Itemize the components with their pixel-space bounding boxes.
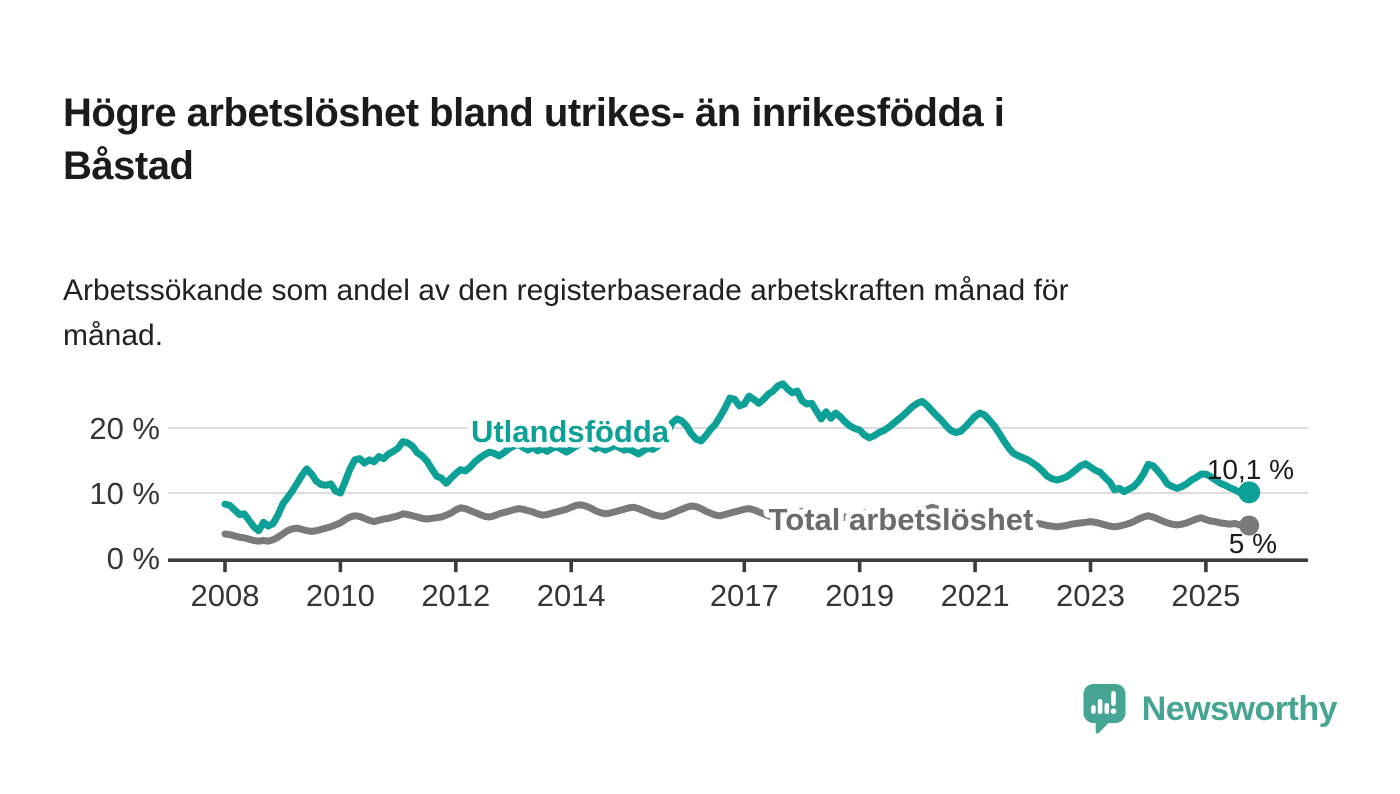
x-tick-label-2023: 2023: [1056, 578, 1125, 613]
logo-exclamation-bar: [1110, 691, 1116, 706]
x-tick-label-2010: 2010: [306, 578, 375, 613]
x-tick-label-2014: 2014: [537, 578, 606, 613]
chart-title-line2: Båstad: [63, 143, 194, 188]
chart-subtitle-line2: månad.: [63, 319, 164, 352]
line-chart: 2008 2010 2012 2014 2017 2019 2021 2023 2025 0 % 1…: [89, 380, 1308, 613]
logo-exclamation-dot: [1110, 708, 1117, 714]
y-tick-label-20: 20 %: [89, 411, 160, 446]
x-tick-label-2025: 2025: [1171, 578, 1240, 613]
x-tick-label-2017: 2017: [710, 578, 779, 613]
logo-bar-2: [1097, 699, 1103, 714]
brand-footer: Newsworthy: [1082, 682, 1338, 736]
y-tick-label-0: 0 %: [107, 541, 160, 576]
chart-subtitle: Arbetssökande som andel av den registerb…: [63, 268, 1323, 358]
y-tick-label-10: 10 %: [89, 476, 160, 511]
x-tick-label-2008: 2008: [191, 578, 260, 613]
newsworthy-logo-icon: [1083, 684, 1126, 734]
utlandsfodda-line: [221, 380, 1253, 535]
total-arbetsloshet-series-label: Total arbetslöshet: [769, 502, 1034, 537]
x-tick-label-2019: 2019: [825, 578, 894, 613]
x-tick-label-2021: 2021: [941, 578, 1010, 613]
x-tick-label-2012: 2012: [421, 578, 490, 613]
chart-title: Högre arbetslöshet bland utrikes- än inr…: [63, 87, 1313, 193]
utlandsfodda-end-dot: [1238, 481, 1261, 504]
logo-bar-3: [1104, 703, 1109, 714]
utlandsfodda-end-value-label: 10,1 %: [1207, 454, 1294, 485]
total-arbetsloshet-end-value-label: 5 %: [1229, 528, 1277, 559]
chart-subtitle-line1: Arbetssökande som andel av den registerb…: [63, 274, 1069, 307]
utlandsfodda-series-label: Utlandsfödda: [471, 414, 670, 449]
logo-bar-1: [1090, 705, 1096, 714]
brand-name: Newsworthy: [1141, 690, 1338, 728]
total-arbetsloshet-line: [221, 501, 1253, 545]
total-arbetsloshet-end-dot: [1239, 515, 1260, 536]
chart-title-line1: Högre arbetslöshet bland utrikes- än inr…: [63, 90, 1005, 135]
